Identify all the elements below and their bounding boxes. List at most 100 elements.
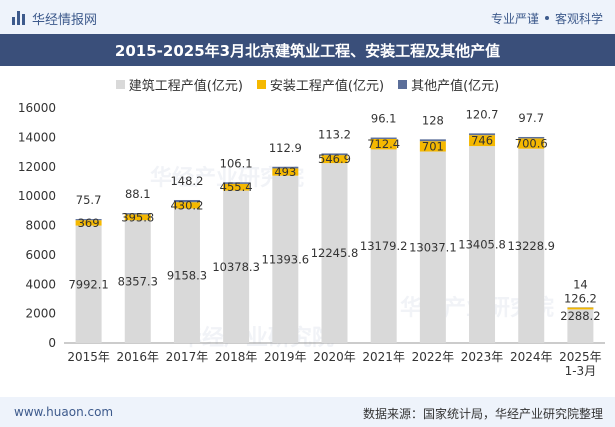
bar-construction: [419, 151, 446, 343]
legend-item-other[interactable]: 其他产值(亿元): [398, 75, 499, 94]
bar-installation: [272, 168, 299, 176]
chart-legend: 建筑工程产值(亿元) 安装工程产值(亿元) 其他产值(亿元): [0, 73, 615, 95]
data-label-construction: 13037.1: [409, 240, 457, 254]
y-tick-label: 2000: [25, 307, 56, 321]
data-label-construction: 11393.6: [262, 252, 310, 266]
footer-source: 数据来源：国家统计局，华经产业研究院整理: [362, 407, 603, 421]
bar-installation: [469, 135, 496, 147]
chart-title-bar: 2015-2025年3月北京建筑业工程、安装工程及其他产值: [0, 34, 615, 66]
bar-installation: [419, 141, 446, 152]
data-label-construction: 2288.2: [560, 309, 600, 323]
data-label-other: 128: [422, 113, 444, 127]
brand-logo[interactable]: 华经情报网: [12, 9, 98, 28]
bar-installation: [223, 183, 250, 191]
bar-other: [272, 166, 299, 169]
y-tick-label: 6000: [25, 248, 56, 262]
legend-item-construction[interactable]: 建筑工程产值(亿元): [115, 75, 243, 94]
x-tick-label: 2018年: [215, 350, 258, 364]
footer-site-link[interactable]: www.huaon.com: [14, 405, 114, 419]
x-tick-label: 1-3月: [565, 364, 597, 378]
y-tick-label: 8000: [25, 219, 56, 233]
bar-other: [223, 182, 250, 184]
bar-construction: [370, 149, 397, 343]
bar-construction: [567, 309, 594, 343]
bar-installation: [75, 220, 102, 226]
tagline: 专业严谨 客观科学: [491, 9, 603, 27]
bar-other: [469, 133, 496, 136]
data-label-other: 88.1: [125, 187, 151, 201]
legend-item-installation[interactable]: 安装工程产值(亿元): [256, 75, 385, 94]
legend-label-installation: 安装工程产值(亿元): [269, 78, 385, 94]
data-label-other: 148.2: [170, 174, 203, 188]
y-tick-label: 12000: [18, 160, 56, 174]
data-label-other: 113.2: [318, 127, 351, 141]
bar-installation: [321, 155, 348, 164]
data-label-installation: 455.4: [220, 180, 253, 194]
data-label-installation: 700.6: [515, 137, 548, 151]
chart-title: 2015-2025年3月北京建筑业工程、安装工程及其他产值: [114, 41, 501, 60]
data-label-construction: 13228.9: [507, 239, 555, 253]
bar-construction: [518, 148, 545, 343]
bar-installation: [124, 214, 151, 221]
bar-installation: [567, 307, 594, 310]
data-label-installation: 546.9: [318, 152, 351, 166]
y-tick-label: 10000: [18, 189, 56, 203]
tagline-left: 专业严谨: [490, 11, 539, 26]
data-label-other: 97.7: [518, 111, 544, 125]
y-tick-label: 0: [48, 336, 56, 350]
x-tick-label: 2016年: [116, 350, 159, 364]
data-label-installation: 369: [78, 216, 100, 230]
x-tick-label: 2023年: [461, 350, 504, 364]
legend-swatch-construction: [115, 79, 125, 89]
data-label-installation: 430.2: [170, 198, 203, 212]
data-label-construction: 10378.3: [212, 260, 260, 274]
bar-other: [124, 213, 151, 215]
tagline-right: 客观科学: [554, 11, 603, 26]
bar-installation: [370, 138, 397, 150]
data-label-other: 14: [573, 277, 588, 291]
data-label-construction: 8357.3: [118, 275, 158, 289]
x-tick-label: 2024年: [510, 350, 553, 364]
bar-other: [518, 136, 545, 139]
legend-label-other: 其他产值(亿元): [411, 78, 500, 94]
data-label-installation: 746: [471, 134, 493, 148]
data-label-construction: 7992.1: [68, 277, 108, 291]
y-tick-label: 14000: [18, 130, 56, 144]
bar-other: [370, 137, 397, 139]
data-label-installation: 701: [422, 139, 444, 153]
bar-other: [321, 153, 348, 156]
data-label-installation: 395.8: [121, 210, 154, 224]
data-label-installation: 712.4: [367, 137, 400, 151]
data-label-other: 112.9: [269, 141, 302, 155]
x-tick-label: 2021年: [362, 350, 405, 364]
separator-dot-icon: [544, 16, 549, 20]
brand-name: 华经情报网: [32, 12, 98, 28]
legend-label-construction: 建筑工程产值(亿元): [128, 78, 243, 94]
bar-construction: [173, 208, 200, 343]
x-tick-label: 2020年: [313, 350, 356, 364]
bar-construction: [272, 175, 299, 343]
bar-installation: [173, 202, 200, 209]
x-tick-label: 2022年: [412, 350, 455, 364]
data-label-construction: 13179.2: [360, 239, 408, 253]
bar-other: [419, 139, 446, 142]
legend-swatch-installation: [256, 79, 266, 89]
data-label-installation: 493: [274, 165, 296, 179]
bar-construction: [469, 146, 496, 343]
data-label-construction: 13405.8: [458, 238, 506, 252]
bar-construction: [223, 190, 250, 343]
top-banner: 华经情报网 专业严谨 客观科学: [0, 0, 615, 34]
x-tick-label: 2019年: [264, 350, 307, 364]
footer-bar: www.huaon.com 数据来源：国家统计局，华经产业研究院整理: [0, 397, 615, 427]
data-label-construction: 9158.3: [167, 269, 207, 283]
bar-construction: [124, 220, 151, 343]
data-label-other: 75.7: [76, 193, 102, 207]
data-label-other: 120.7: [466, 107, 499, 121]
legend-swatch-other: [398, 79, 408, 89]
y-tick-label: 16000: [18, 101, 56, 115]
bar-other: [173, 199, 200, 203]
data-label-construction: 12245.8: [311, 246, 359, 260]
bar-other: [75, 219, 102, 221]
data-label-installation: 126.2: [564, 291, 597, 305]
